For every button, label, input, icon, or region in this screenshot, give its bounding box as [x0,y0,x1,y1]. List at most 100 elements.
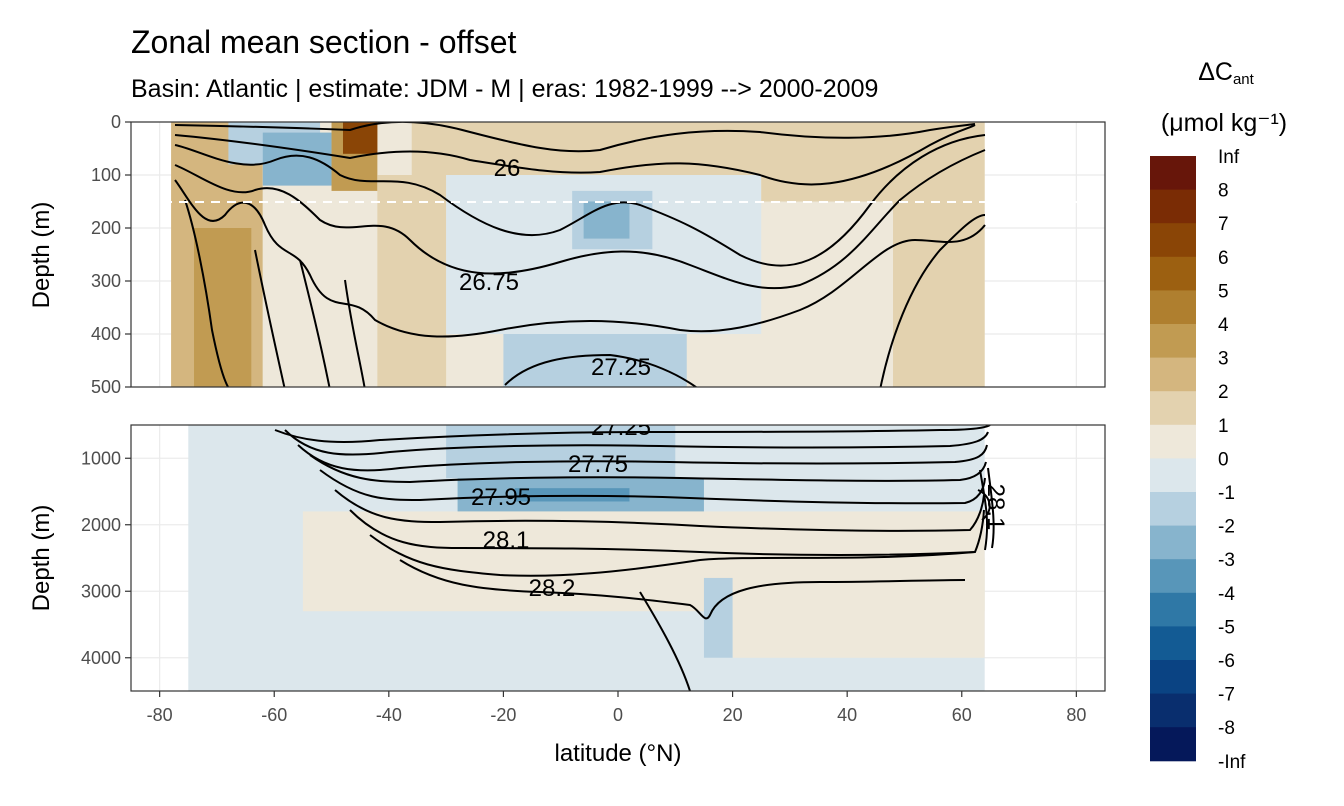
x-tick-label: 20 [723,705,743,725]
legend-break-label: -Inf [1218,752,1246,773]
legend-break-label: 1 [1218,416,1229,437]
legend-swatch [1150,559,1196,594]
fill-cell [262,132,332,186]
legend-swatch [1150,626,1196,661]
fill-cell [503,334,687,387]
upper-panel: 0 100 200 300 400 500 [91,112,1106,397]
legend-break-label: -7 [1218,685,1235,706]
x-tick-label: 40 [837,705,857,725]
x-tick-label: -40 [376,705,402,725]
fill-cell [377,175,447,387]
legend-swatch [1150,391,1196,426]
contour-label: 26.75 [459,269,519,296]
x-tick-label: 60 [952,705,972,725]
legend-swatch [1150,458,1196,493]
legend-units: (μmol kg⁻¹) [1161,109,1287,137]
contour-line [174,134,986,267]
contour-line [284,429,989,456]
fill-cell [583,201,630,239]
contour-label: 27.95 [471,484,531,511]
y-tick-label: 1000 [81,448,121,468]
contour-label: 28.2 [529,575,576,602]
legend-title-sub: ant [1233,71,1255,88]
y-tick-label: 200 [91,218,121,238]
legend-swatch [1150,223,1196,258]
chart-title: Zonal mean section - offset [131,24,517,60]
contour-line [174,124,976,186]
contour-label: 27.25 [591,414,651,441]
legend-swatch [1150,357,1196,392]
upper-y-axis: 0 100 200 300 400 500 [91,112,131,397]
legend-break-label: 4 [1218,315,1229,336]
contour-line [274,425,991,443]
contour-label: 26 [494,155,521,182]
contour-labels: 26 26.75 27.25 27.25 27.75 27.95 28.1 28… [459,155,1009,602]
fill-cell [732,558,985,658]
contour-line [184,199,986,387]
contour-line [399,559,966,620]
legend: ΔCant (μmol kg⁻¹) Inf 8 7 6 5 4 3 2 1 0 -1 -2 -3 -4 -5… [1150,58,1287,773]
legend-break-label: 5 [1218,281,1229,302]
x-axis-title: latitude (°N) [555,740,682,767]
legend-swatch [1150,256,1196,291]
contour-line [309,454,987,484]
y-axis-title-lower: Depth (m) [28,505,55,612]
legend-break-label: 2 [1218,382,1229,403]
contour-line [319,469,986,505]
legend-swatch [1150,424,1196,459]
x-tick-label: 80 [1066,705,1086,725]
legend-title: ΔCant [1198,58,1254,88]
x-tick-label: 0 [613,705,623,725]
legend-break-label: 7 [1218,214,1229,235]
x-tick-label: -20 [490,705,516,725]
chart-subtitle: Basin: Atlantic | estimate: JDM - M | er… [131,75,879,103]
legend-labels: Inf 8 7 6 5 4 3 2 1 0 -1 -2 -3 -4 -5 -6 -7 -8 -Inf [1218,147,1246,773]
upper-contours [174,122,986,387]
contour-label: 27.25 [591,354,651,381]
legend-colorbar [1150,156,1196,762]
contour-line [174,149,986,290]
legend-swatch [1150,189,1196,224]
contour-line [174,179,986,338]
legend-swatch [1150,290,1196,325]
legend-swatch [1150,660,1196,695]
contour-line [639,591,691,691]
legend-break-label: Inf [1218,147,1240,168]
legend-swatch [1150,324,1196,359]
legend-swatch [1150,156,1196,191]
legend-break-label: 8 [1218,181,1229,202]
legend-break-label: -8 [1218,718,1235,739]
x-tick-label: -60 [261,705,287,725]
legend-swatch [1150,693,1196,728]
y-tick-label: 2000 [81,515,121,535]
fill-cell [893,201,985,387]
y-tick-label: 3000 [81,581,121,601]
legend-break-label: -1 [1218,483,1235,504]
legend-swatch [1150,492,1196,527]
legend-break-label: -6 [1218,651,1235,672]
y-tick-label: 300 [91,271,121,291]
legend-break-label: 6 [1218,248,1229,269]
contour-line [977,467,995,551]
y-tick-label: 0 [111,112,121,132]
legend-break-label: 3 [1218,349,1229,370]
x-tick-label: -80 [147,705,173,725]
lower-y-axis: 1000 2000 3000 4000 [81,448,131,668]
y-tick-label: 500 [91,377,121,397]
legend-break-label: -2 [1218,517,1235,538]
contour-line [174,122,976,153]
legend-break-label: -3 [1218,550,1235,571]
legend-title-main: ΔC [1198,58,1233,86]
contour-label: 28.1 [483,527,530,554]
y-tick-label: 400 [91,324,121,344]
y-axis-title-upper: Depth (m) [28,202,55,309]
contour-line [334,489,985,532]
legend-break-label: 0 [1218,449,1229,470]
contour-label: 27.75 [568,451,628,478]
contour-line [369,534,976,577]
contour-line [297,444,988,472]
legend-swatch [1150,592,1196,627]
legend-swatch [1150,525,1196,560]
fill-cell [778,201,894,387]
